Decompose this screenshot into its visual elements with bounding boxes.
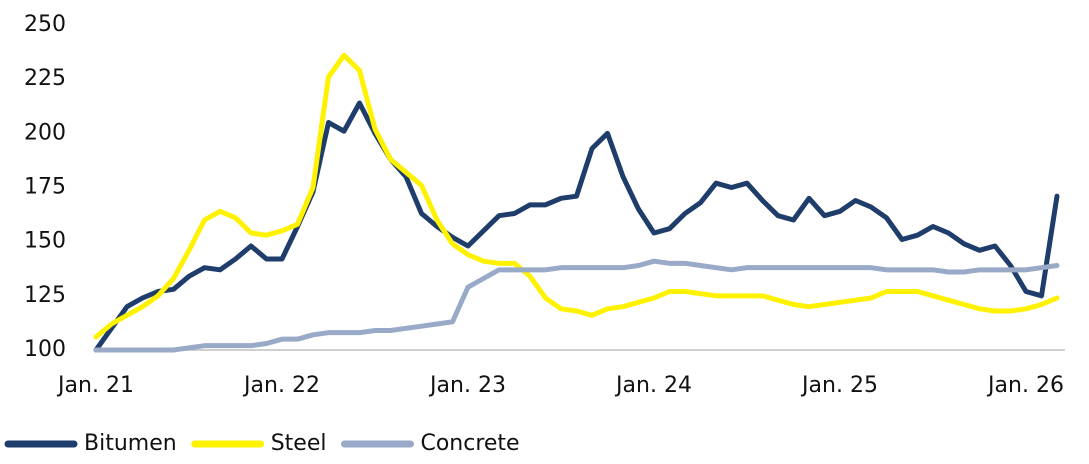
y-tick-label: 125 [24, 283, 66, 308]
x-tick-label: Jan. 21 [56, 373, 134, 398]
line-concrete [93, 258, 1060, 353]
line-bitumen [93, 100, 1060, 353]
x-tick-label: Jan. 23 [428, 373, 506, 398]
y-tick-label: 150 [24, 229, 66, 254]
x-tick-label: Jan. 25 [800, 373, 878, 398]
legend-label: Steel [271, 431, 327, 456]
x-tick-label: Jan. 22 [242, 373, 320, 398]
y-tick-label: 100 [24, 337, 66, 362]
legend-label: Bitumen [84, 431, 177, 456]
legend-label: Concrete [420, 431, 519, 456]
y-tick-label: 250 [24, 12, 66, 37]
y-tick-label: 200 [24, 120, 66, 145]
y-tick-label: 225 [24, 66, 66, 91]
y-tick-label: 175 [24, 175, 66, 200]
x-tick-label: Jan. 24 [614, 373, 692, 398]
line-steel [93, 52, 1060, 340]
x-tick-label: Jan. 26 [986, 373, 1064, 398]
